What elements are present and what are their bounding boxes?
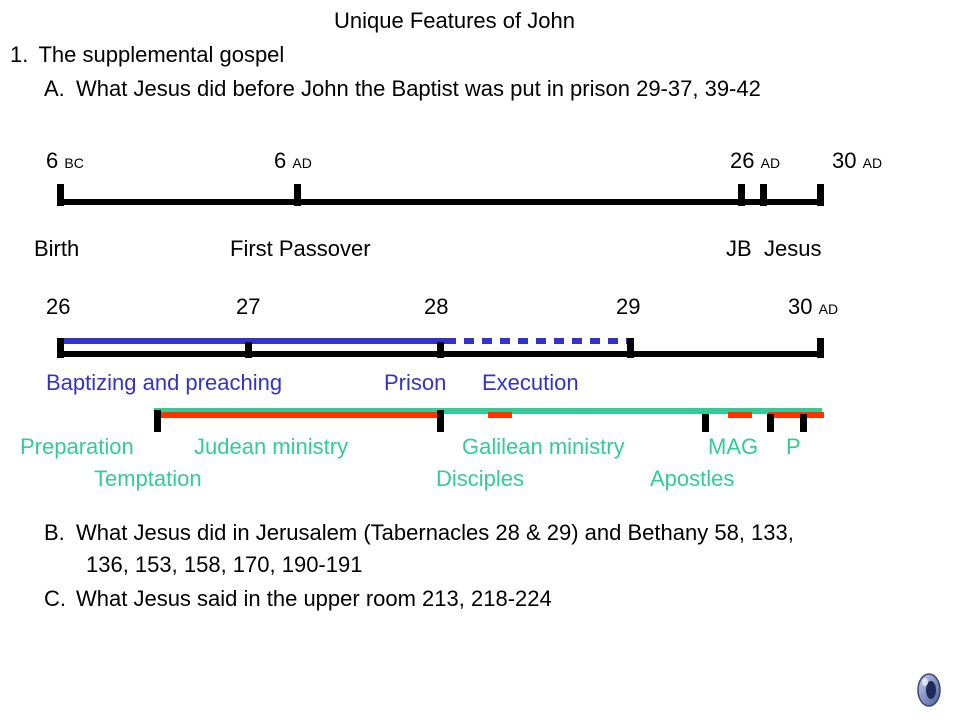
timeline1-event-birth: Birth [34,236,80,261]
timeline1-tick-6bc [57,184,64,206]
timeline1-label-1: 6 BC [46,148,84,173]
timeline2-year-29: 29 [616,294,641,319]
point-c-text: What Jesus said in the upper room 213, 2… [76,586,552,611]
timeline1-label-4: 30 AD [832,148,883,173]
point-b-line2: 136, 153, 158, 170, 190-191 [86,552,363,577]
timeline1-tick-26ad [738,184,745,206]
point-1: 1. The supplemental gospel [10,42,284,68]
point-1-number: 1. [10,42,29,67]
timeline2-year-28: 28 [424,294,449,319]
timeline1-event-jesus: Jesus [764,236,822,261]
timeline2-tick-26 [57,338,64,358]
timeline2-tick-28 [437,342,444,358]
timeline1-event-jb: JB [726,236,752,261]
timeline2-year-26: 26 [46,294,71,319]
jesus-tick-5 [800,414,807,432]
point-b: B. What Jesus did in Jerusalem (Tabernac… [44,520,794,546]
label-prison: Prison [384,370,447,395]
timeline1-tick-30ad [817,184,824,206]
point-c-letter: C. [44,586,66,611]
timeline1-tick-27ad [760,184,767,206]
label-apostles: Apostles [650,466,735,491]
timeline1-label-2: 6 AD [274,148,312,173]
jesus-tick-1 [154,410,161,432]
label-p: P [786,434,801,459]
jesus-tick-4 [767,414,774,432]
point-b-letter: B. [44,520,65,545]
label-preparation: Preparation [20,434,134,459]
timeline1-tick-6ad [294,184,301,206]
timeline2-year-27: 27 [236,294,261,319]
point-a: A. What Jesus did before John the Baptis… [44,76,761,102]
timeline1-event-first-passover: First Passover [230,236,371,261]
label-disciples: Disciples [436,466,525,491]
label-mag: MAG [708,434,759,459]
timeline2-tick-29 [627,338,634,358]
label-execution: Execution [482,370,579,395]
point-1-text: The supplemental gospel [38,42,285,67]
jesus-tick-3 [702,414,709,432]
point-b-line1: What Jesus did in Jerusalem (Tabernacles… [76,520,794,545]
jesus-tick-2 [437,410,444,432]
timeline1-label-3: 26 AD [730,148,781,173]
timeline2-tick-27 [245,342,252,358]
point-a-text: What Jesus did before John the Baptist w… [76,76,761,101]
page-title: Unique Features of John [334,8,575,33]
label-temptation: Temptation [94,466,202,491]
speaker-icon[interactable] [912,670,946,710]
label-baptizing: Baptizing and preaching [46,370,283,395]
label-galilean-ministry: Galilean ministry [462,434,625,459]
timeline2-year-30: 30 AD [788,294,839,319]
point-a-letter: A. [44,76,65,101]
timeline2-tick-30 [817,338,824,358]
point-c: C. What Jesus said in the upper room 213… [44,586,552,612]
label-judean-ministry: Judean ministry [194,434,349,459]
